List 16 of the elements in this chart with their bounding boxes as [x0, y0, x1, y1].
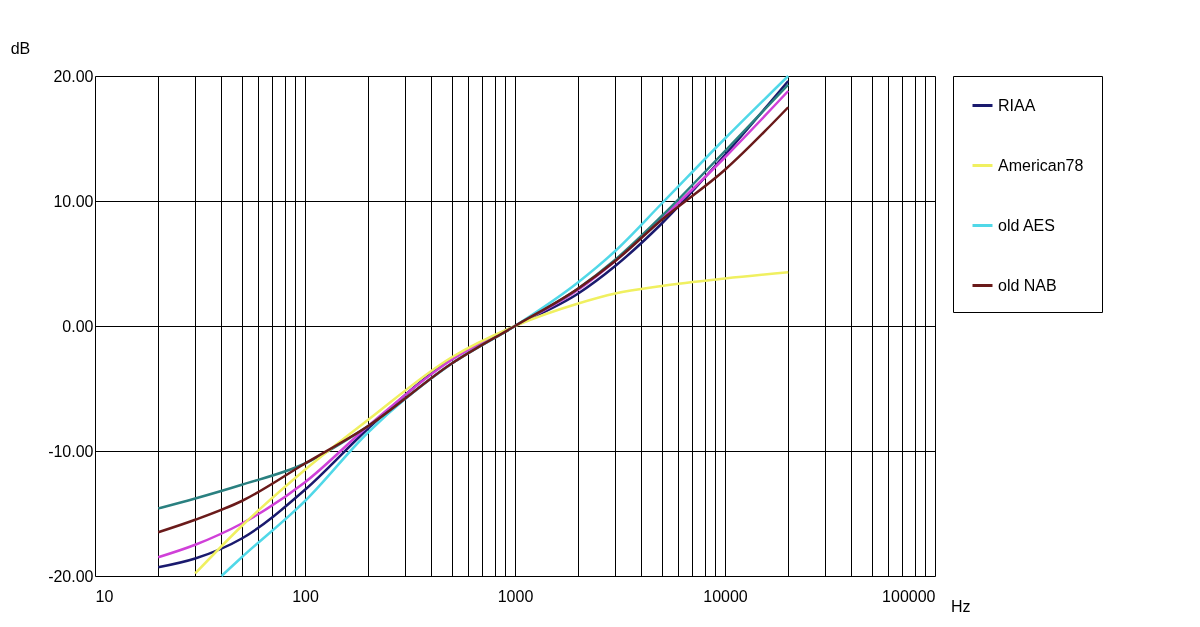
y-tick-label: 20.00 [53, 67, 94, 85]
y-tick-label: 10.00 [53, 192, 94, 210]
x-tick-label: 100000 [882, 587, 936, 605]
x-tick-label: 10 [95, 587, 114, 605]
legend-label: old AES [998, 216, 1055, 234]
x-tick-label: 1000 [497, 587, 534, 605]
x-axis-title: Hz [950, 597, 971, 615]
legend-label: old NAB [998, 276, 1057, 294]
legend-label: American78 [998, 156, 1084, 174]
legend-label: RIAA [998, 96, 1036, 114]
y-tick-label: 0.00 [62, 317, 94, 335]
x-tick-label: 10000 [703, 587, 748, 605]
y-tick-label: -10.00 [48, 442, 94, 460]
y-axis-title: dB [10, 39, 31, 57]
y-tick-label: -20.00 [48, 567, 94, 585]
x-tick-label: 100 [292, 587, 319, 605]
